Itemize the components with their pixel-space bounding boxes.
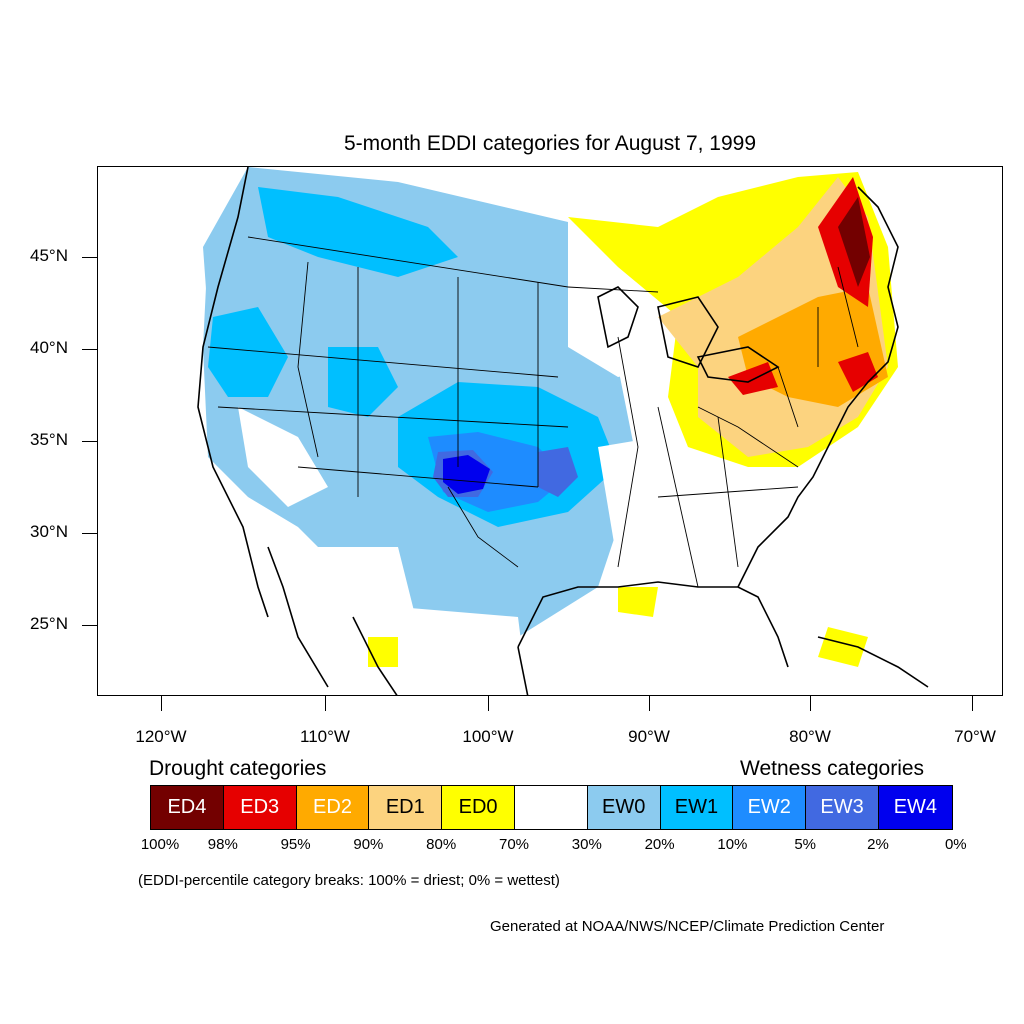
lon-label: 80°W bbox=[789, 727, 831, 746]
region-ed4-quebec bbox=[838, 197, 870, 287]
state-borders bbox=[207, 236, 859, 588]
region-ew1-west bbox=[208, 307, 288, 397]
lat-label: 25°N bbox=[30, 614, 68, 633]
legend-percent-label: 2% bbox=[867, 836, 889, 853]
lon-label: 110°W bbox=[300, 727, 350, 746]
category-note: (EDDI-percentile category breaks: 100% =… bbox=[138, 872, 560, 889]
legend-box-ew0: EW0 bbox=[587, 786, 661, 829]
legend-box-ed4: ED4 bbox=[151, 786, 224, 829]
legend-box-ew2: EW2 bbox=[733, 786, 807, 829]
legend-percent-label: 30% bbox=[571, 836, 602, 853]
drought-heading: Drought categories bbox=[149, 757, 327, 780]
region-ed0-mexico bbox=[368, 637, 398, 667]
legend-box-ed2: ED2 bbox=[296, 786, 370, 829]
legend-percent-label: 10% bbox=[717, 836, 748, 853]
lon-tick bbox=[649, 696, 650, 711]
map-area bbox=[97, 166, 1003, 696]
credit-line: Generated at NOAA/NWS/NCEP/Climate Predi… bbox=[490, 918, 885, 935]
lon-label: 120°W bbox=[135, 727, 187, 746]
lat-tick bbox=[82, 533, 97, 534]
legend-percent-label: 70% bbox=[498, 836, 530, 853]
legend-percent-label: 90% bbox=[353, 836, 384, 853]
coastlines bbox=[197, 167, 929, 695]
lon-tick bbox=[810, 696, 811, 711]
lon-tick bbox=[488, 696, 489, 711]
lat-label: 30°N bbox=[30, 522, 68, 541]
legend-box-ed1: ED1 bbox=[369, 786, 443, 829]
region-ed0-gulf bbox=[618, 587, 658, 617]
legend-percent-label: 0% bbox=[944, 836, 967, 853]
lat-tick bbox=[82, 257, 97, 258]
lon-label: 90°W bbox=[628, 727, 670, 746]
legend-box-ew1: EW1 bbox=[660, 786, 734, 829]
legend-box-ed0: ED0 bbox=[442, 786, 515, 829]
region-normal-mexico bbox=[378, 607, 528, 695]
legend-box-ew3: EW3 bbox=[806, 786, 879, 829]
lon-tick bbox=[325, 696, 326, 711]
lat-label: 45°N bbox=[30, 246, 68, 265]
lat-tick bbox=[82, 441, 97, 442]
legend-percent-label: 80% bbox=[426, 836, 457, 853]
lat-tick bbox=[82, 625, 97, 626]
lat-label: 40°N bbox=[30, 338, 68, 357]
legend-percent-label: 95% bbox=[280, 836, 311, 853]
legend-color-bar: ED4 ED3 ED2 ED1 ED0 EW0 EW1 EW2 EW3 EW4 bbox=[150, 785, 953, 830]
region-normal-southeast bbox=[598, 427, 798, 607]
legend-percent-label: 98% bbox=[207, 836, 238, 853]
legend-box-ed3: ED3 bbox=[223, 786, 297, 829]
map-title: 5-month EDDI categories for August 7, 19… bbox=[343, 132, 757, 155]
lon-tick bbox=[972, 696, 973, 711]
lon-label: 100°W bbox=[462, 727, 514, 746]
region-ew4-core bbox=[443, 455, 490, 494]
region-ew3-oklahoma bbox=[538, 447, 578, 497]
lat-label: 35°N bbox=[30, 430, 68, 449]
legend-box-ew4: EW4 bbox=[878, 786, 952, 829]
legend-percent-label: 100% bbox=[140, 836, 180, 853]
legend-percent-label: 20% bbox=[644, 836, 675, 853]
region-ew1-north bbox=[258, 187, 458, 277]
region-normal-nv bbox=[238, 407, 328, 507]
region-normal-great-lakes-w bbox=[568, 267, 668, 377]
wetness-heading: Wetness categories bbox=[740, 757, 925, 780]
legend-percent-label: 5% bbox=[794, 836, 817, 853]
region-ed0-yucatan bbox=[818, 627, 868, 667]
eddi-map bbox=[197, 167, 929, 695]
region-ed3-ontario bbox=[728, 362, 778, 395]
region-ew1-rockies bbox=[328, 347, 398, 417]
lon-tick bbox=[161, 696, 162, 711]
lon-label: 70°W bbox=[954, 727, 996, 746]
lat-tick bbox=[82, 349, 97, 350]
legend-box-normal bbox=[514, 786, 588, 829]
